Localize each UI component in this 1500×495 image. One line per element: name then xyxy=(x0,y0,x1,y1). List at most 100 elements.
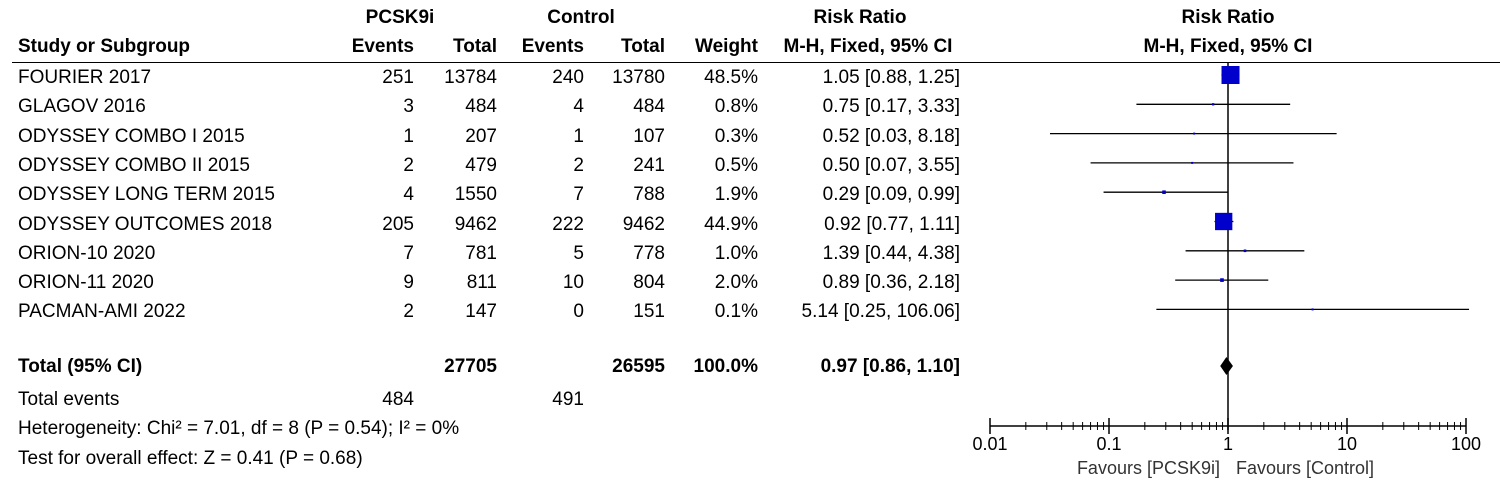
study-name: ODYSSEY COMBO II 2015 xyxy=(18,154,250,176)
rr-ci-cell: 1.39 [0.44, 4.38] xyxy=(822,242,960,264)
study-name: ODYSSEY OUTCOMES 2018 xyxy=(18,213,273,235)
total2-cell: 13780 xyxy=(612,67,665,88)
total1-cell: 484 xyxy=(465,96,497,118)
total2-cell: 151 xyxy=(633,301,665,323)
total-events-label: Total events xyxy=(18,389,120,410)
total1-cell: 9462 xyxy=(454,213,497,235)
point-estimate-marker xyxy=(1162,190,1166,194)
total-events-e1: 484 xyxy=(382,389,414,410)
events2-cell: 0 xyxy=(573,301,584,323)
total-n1: 27705 xyxy=(444,356,497,377)
rr-ci-cell: 5.14 [0.25, 106.06] xyxy=(801,301,960,323)
point-estimate-marker xyxy=(1311,308,1314,311)
rr-ci-cell: 1.05 [0.88, 1.25] xyxy=(822,67,960,88)
total2-cell: 788 xyxy=(633,184,665,206)
total1-cell: 781 xyxy=(465,242,497,264)
study-name: PACMAN-AMI 2022 xyxy=(18,301,186,323)
events1-cell: 2 xyxy=(403,154,414,176)
events2-header: Events xyxy=(521,36,584,57)
point-estimate-marker xyxy=(1243,249,1247,253)
total1-header: Total xyxy=(453,36,497,57)
rr-table-title: Risk Ratio xyxy=(813,7,907,28)
events2-cell: 7 xyxy=(573,184,584,206)
pooled-diamond xyxy=(1220,357,1233,375)
x-tick-label: 0.01 xyxy=(972,434,1007,454)
events2-cell: 222 xyxy=(552,213,584,235)
total1-cell: 13784 xyxy=(444,67,497,88)
events1-cell: 1 xyxy=(403,125,414,147)
events2-cell: 1 xyxy=(573,125,584,147)
total1-cell: 479 xyxy=(465,154,497,176)
point-estimate-marker xyxy=(1220,278,1224,282)
total-n2: 26595 xyxy=(612,356,665,377)
point-estimate-marker xyxy=(1215,212,1233,231)
weight-cell: 1.0% xyxy=(714,242,758,264)
total-label: Total (95% CI) xyxy=(18,356,143,377)
events1-cell: 9 xyxy=(403,272,414,294)
total2-cell: 804 xyxy=(633,272,665,294)
events1-cell: 205 xyxy=(382,213,414,235)
events2-cell: 2 xyxy=(573,154,584,176)
x-tick-label: 100 xyxy=(1451,434,1481,454)
events1-header: Events xyxy=(351,36,414,57)
rr-plot-title: Risk Ratio xyxy=(1181,7,1275,28)
weight-cell: 0.3% xyxy=(714,125,758,147)
study-name: ORION-10 2020 xyxy=(18,242,156,264)
group2-header: Control xyxy=(547,7,615,28)
point-estimate-marker xyxy=(1193,132,1196,135)
study-name: FOURIER 2017 xyxy=(18,67,152,88)
events1-cell: 251 xyxy=(382,67,414,88)
total2-cell: 778 xyxy=(633,242,665,264)
total1-cell: 147 xyxy=(465,301,497,323)
total-weight: 100.0% xyxy=(693,356,758,377)
total2-cell: 9462 xyxy=(622,213,665,235)
study-name: GLAGOV 2016 xyxy=(18,96,146,118)
weight-cell: 1.9% xyxy=(714,184,758,206)
total2-cell: 241 xyxy=(633,154,665,176)
weight-cell: 48.5% xyxy=(704,67,758,88)
total2-cell: 107 xyxy=(633,125,665,147)
events2-cell: 10 xyxy=(562,272,584,294)
rr-ci-cell: 0.92 [0.77, 1.11] xyxy=(824,213,960,235)
weight-cell: 2.0% xyxy=(714,272,758,294)
events2-cell: 4 xyxy=(573,96,584,118)
events2-cell: 5 xyxy=(573,242,584,264)
total1-cell: 1550 xyxy=(454,184,497,206)
rr-ci-cell: 0.52 [0.03, 8.18] xyxy=(822,125,960,147)
total-events-e2: 491 xyxy=(552,389,584,410)
weight-header: Weight xyxy=(695,36,758,57)
header-rule xyxy=(12,62,1500,63)
favours-left-label: Favours [PCSK9i] xyxy=(1077,458,1220,478)
weight-cell: 0.5% xyxy=(714,154,758,176)
heterogeneity-text: Heterogeneity: Chi² = 7.01, df = 8 (P = … xyxy=(18,418,460,439)
rr-plot-subtitle: M-H, Fixed, 95% CI xyxy=(1143,36,1313,57)
study-name: ORION-11 2020 xyxy=(18,272,154,294)
total2-cell: 484 xyxy=(633,96,665,118)
events1-cell: 3 xyxy=(403,96,414,118)
study-name: ODYSSEY LONG TERM 2015 xyxy=(18,184,275,206)
events2-cell: 240 xyxy=(552,67,584,88)
events1-cell: 2 xyxy=(403,301,414,323)
point-estimate-marker xyxy=(1221,66,1240,84)
weight-cell: 0.8% xyxy=(714,96,758,118)
events1-cell: 7 xyxy=(403,242,414,264)
total2-header: Total xyxy=(621,36,665,57)
overall-effect-text: Test for overall effect: Z = 0.41 (P = 0… xyxy=(18,448,363,469)
total1-cell: 207 xyxy=(465,125,497,147)
x-tick-label: 10 xyxy=(1337,434,1357,454)
rr-ci-cell: 0.89 [0.36, 2.18] xyxy=(822,272,960,294)
x-tick-label: 1 xyxy=(1223,434,1233,454)
study-column-header: Study or Subgroup xyxy=(18,36,191,57)
x-tick-label: 0.1 xyxy=(1096,434,1121,454)
rr-ci-cell: 0.29 [0.09, 0.99] xyxy=(822,184,960,206)
group1-header: PCSK9i xyxy=(365,7,435,28)
events1-cell: 4 xyxy=(403,184,414,206)
point-estimate-marker xyxy=(1191,161,1194,164)
rr-ci-cell: 0.75 [0.17, 3.33] xyxy=(822,96,960,118)
point-estimate-marker xyxy=(1211,103,1215,106)
favours-right-label: Favours [Control] xyxy=(1236,458,1374,478)
rr-method-header: M-H, Fixed, 95% CI xyxy=(783,36,953,57)
total-ci: 0.97 [0.86, 1.10] xyxy=(820,356,960,377)
study-name: ODYSSEY COMBO I 2015 xyxy=(18,125,245,147)
